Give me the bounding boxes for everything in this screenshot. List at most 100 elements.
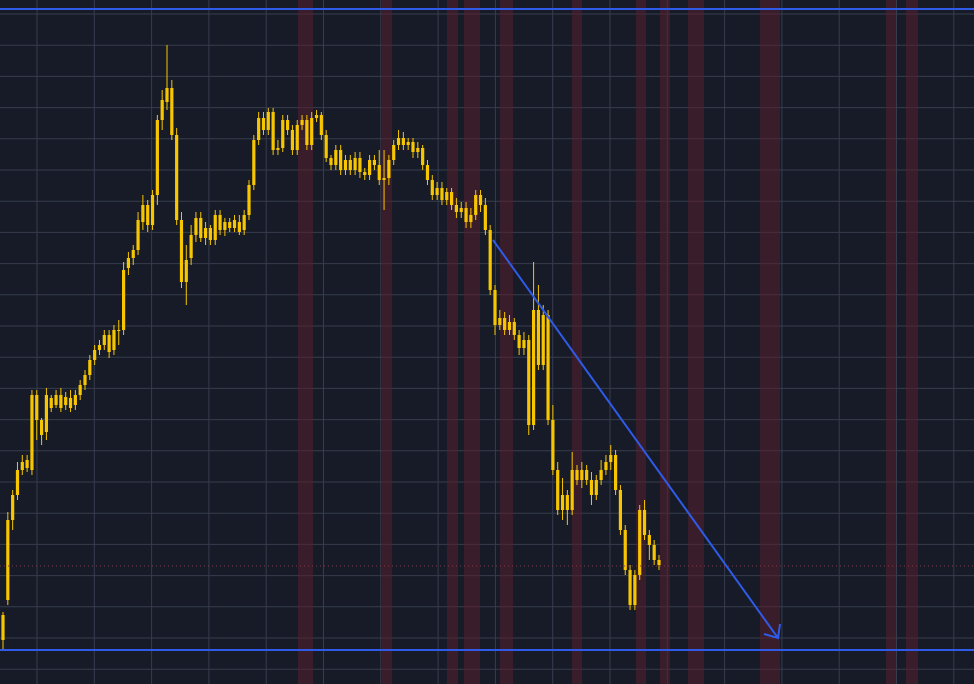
candle-body xyxy=(396,138,401,145)
candle-body xyxy=(88,360,92,375)
candle-body xyxy=(647,535,651,545)
arrow-head-icon xyxy=(763,623,781,640)
candle-body xyxy=(449,192,454,205)
candle-body xyxy=(213,215,217,240)
candle-body xyxy=(179,220,184,282)
candle-body xyxy=(218,215,222,230)
candle-body xyxy=(252,140,256,185)
candle-body xyxy=(343,160,348,170)
candle-body xyxy=(266,112,270,130)
candle-body xyxy=(503,318,507,330)
candle-body xyxy=(314,115,319,118)
candle-body xyxy=(136,220,140,250)
candle-body xyxy=(247,185,251,215)
candle-body xyxy=(454,205,459,212)
candle-body xyxy=(517,335,521,348)
candle-body xyxy=(208,228,213,240)
candle-body xyxy=(498,318,502,325)
candle-body xyxy=(425,165,430,180)
candle-body xyxy=(580,470,584,480)
candle-body xyxy=(560,495,565,510)
candle-body xyxy=(416,148,420,152)
candle-body xyxy=(657,560,661,565)
candle-body xyxy=(565,495,569,510)
candle-body xyxy=(184,260,188,282)
candle-body xyxy=(387,160,391,178)
candle-body xyxy=(189,235,193,258)
candle-body xyxy=(11,495,15,520)
candle-body xyxy=(73,395,77,405)
candle-body xyxy=(150,195,155,225)
candle-body xyxy=(194,218,198,235)
session-band xyxy=(382,0,392,684)
candle-body xyxy=(64,397,68,405)
session-band xyxy=(447,0,458,684)
candle-body xyxy=(155,120,159,195)
session-band xyxy=(636,0,646,684)
candle-body xyxy=(290,130,295,150)
candle-body xyxy=(117,330,121,331)
candle-body xyxy=(112,330,116,350)
candle-body xyxy=(440,188,444,200)
candle-body xyxy=(20,462,24,470)
candle-body xyxy=(131,250,135,258)
candle-body xyxy=(44,395,49,432)
candle-body xyxy=(556,470,560,510)
candle-body xyxy=(160,100,164,120)
candle-body xyxy=(377,165,381,180)
candle-body xyxy=(527,340,531,425)
candle-body xyxy=(536,310,541,365)
candle-body xyxy=(305,120,309,145)
session-band xyxy=(886,0,896,684)
candle-body xyxy=(223,222,227,230)
candle-body xyxy=(483,205,487,230)
candle-body xyxy=(618,490,623,530)
candle-body xyxy=(604,462,608,470)
candle-body xyxy=(633,575,637,605)
candle-body xyxy=(165,88,169,102)
candle-body xyxy=(575,470,579,480)
candle-body xyxy=(392,145,396,160)
candle-body xyxy=(83,375,87,385)
candle-body xyxy=(39,420,44,435)
candle-body xyxy=(261,118,266,130)
candle-body xyxy=(271,112,275,150)
candle-body xyxy=(170,88,174,135)
candle-body xyxy=(97,345,102,350)
candle-body xyxy=(642,510,647,535)
candle-body xyxy=(570,470,574,510)
candle-body xyxy=(372,160,377,165)
candle-body xyxy=(203,228,208,238)
candle-body xyxy=(276,148,280,150)
candle-body xyxy=(257,118,261,140)
candle-body xyxy=(435,188,439,195)
candle-body xyxy=(421,148,425,165)
candle-body xyxy=(126,258,131,268)
candle-body xyxy=(469,215,473,222)
candle-body xyxy=(406,142,410,145)
candle-body xyxy=(334,150,338,165)
candle-body xyxy=(329,158,333,165)
candle-body xyxy=(242,215,246,230)
candle-body xyxy=(609,455,613,462)
candle-body xyxy=(141,205,145,222)
candle-body xyxy=(228,222,232,228)
candle-body xyxy=(121,270,126,330)
candle-body xyxy=(102,335,106,345)
trend-arrow-line xyxy=(492,239,779,639)
candle-body xyxy=(507,322,512,330)
candle-body xyxy=(107,335,111,352)
candle-body xyxy=(522,340,526,348)
session-band xyxy=(464,0,480,684)
candle-body xyxy=(59,395,63,408)
candle-body xyxy=(585,470,589,480)
candle-body xyxy=(638,510,642,575)
candle-body xyxy=(488,230,492,290)
candle-body xyxy=(285,120,290,130)
candle-body xyxy=(319,115,323,135)
candle-body xyxy=(25,460,29,468)
candle-body xyxy=(68,398,73,408)
candle-body xyxy=(459,208,463,212)
